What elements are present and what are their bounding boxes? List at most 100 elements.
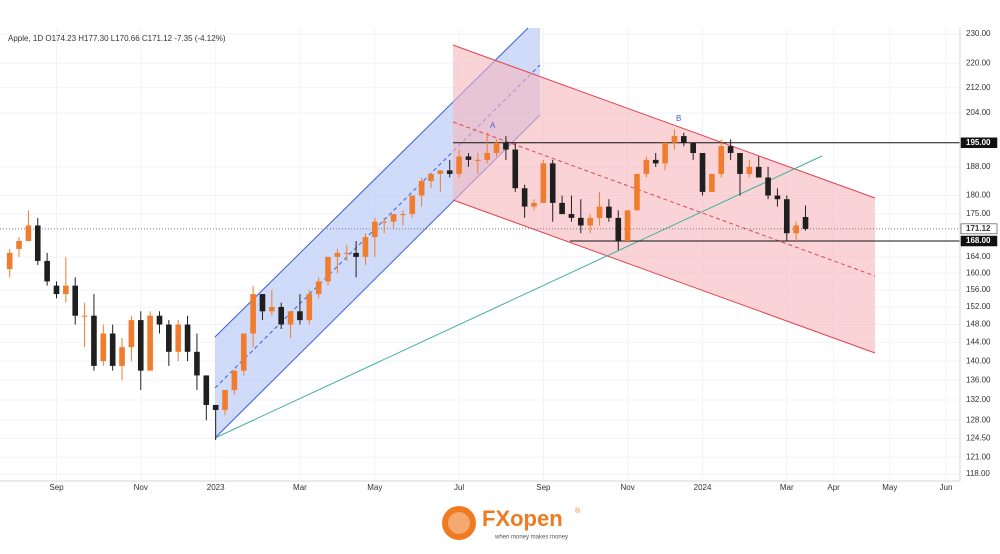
candle-body xyxy=(278,306,285,325)
candle-body xyxy=(709,173,715,192)
candle-body xyxy=(587,217,593,226)
y-tick-label: 132.00 xyxy=(966,395,991,404)
trend-line xyxy=(214,155,823,439)
candle-body xyxy=(362,237,369,257)
y-tick-label: 212.00 xyxy=(966,83,991,92)
candle-body xyxy=(475,159,481,161)
y-tick-label: 136.00 xyxy=(966,375,991,384)
candle-body xyxy=(652,159,659,164)
candle-body xyxy=(643,159,650,174)
axis-labels: 230.00 220.00 212.00 204.00 188.00 180.00 175.… xyxy=(49,29,998,492)
candle-body xyxy=(578,217,584,226)
candles xyxy=(6,129,809,441)
candle-body xyxy=(783,199,790,234)
x-tick-label: Sep xyxy=(536,483,551,492)
candle-body xyxy=(437,170,444,174)
candle-body xyxy=(493,142,500,154)
price-label-box xyxy=(960,223,998,235)
candle-body xyxy=(315,281,322,295)
candle-body xyxy=(774,195,781,200)
candle-body xyxy=(428,173,434,182)
candle-body xyxy=(680,136,687,143)
candle-body xyxy=(615,217,622,242)
x-tick-label: Nov xyxy=(621,483,635,492)
candle-body xyxy=(503,142,509,150)
candle-body xyxy=(259,294,266,312)
candle-body xyxy=(269,306,275,312)
y-tick-label: 121.00 xyxy=(966,452,991,461)
candle-body xyxy=(147,315,153,371)
y-tick-label: 204.00 xyxy=(966,108,991,117)
y-tick-label: 180.00 xyxy=(966,191,991,200)
candle-body xyxy=(559,202,565,215)
candle-body xyxy=(372,221,378,238)
chart-title: Apple, 1D O174.23 H177.30 L170.66 C171.1… xyxy=(8,34,226,43)
candle-body xyxy=(484,153,490,160)
candle-body xyxy=(194,351,200,376)
candle-body xyxy=(34,225,41,261)
price-lines xyxy=(0,142,960,242)
x-tick-label: Nov xyxy=(134,483,148,492)
x-tick-label: 2023 xyxy=(207,483,225,492)
candle-body xyxy=(250,294,256,334)
price-label-box xyxy=(960,137,998,149)
candle-body xyxy=(512,149,519,189)
candle-body xyxy=(409,195,416,215)
candle-body xyxy=(699,153,706,192)
candle-body xyxy=(91,315,97,366)
y-tick-label: 148.00 xyxy=(966,320,991,329)
x-tick-label: May xyxy=(367,483,382,492)
y-tick-label: 160.00 xyxy=(966,268,991,277)
candle-body xyxy=(63,285,69,295)
candle-body xyxy=(287,311,294,325)
candle-body xyxy=(175,324,182,352)
channel-line xyxy=(452,44,876,199)
x-tick-label: Apr xyxy=(827,483,840,492)
x-tick-label: Jul xyxy=(454,483,464,492)
y-tick-label: 118.00 xyxy=(966,469,990,478)
candle-body xyxy=(184,324,191,352)
candle-body xyxy=(596,206,603,218)
channel-line xyxy=(452,199,876,354)
candle-body xyxy=(381,221,387,223)
candle-body xyxy=(755,166,762,178)
logo-icon xyxy=(442,506,476,540)
candle-body xyxy=(16,241,22,249)
candle-body xyxy=(540,163,547,203)
y-tick-label: 140.00 xyxy=(966,356,991,365)
x-tick-label: 2024 xyxy=(694,483,712,492)
x-tick-label: Mar xyxy=(780,483,794,492)
candle-body xyxy=(81,315,88,317)
logo-brand: FXopen xyxy=(482,506,563,531)
candle-body xyxy=(343,252,350,254)
candle-body xyxy=(727,146,734,154)
y-tick-label: 124.50 xyxy=(966,434,991,443)
candle-body xyxy=(737,153,743,174)
candle-body xyxy=(353,252,359,257)
candle-body xyxy=(203,375,210,405)
channel-midline xyxy=(452,121,876,277)
candle-body xyxy=(306,294,313,321)
candle-body xyxy=(100,333,107,362)
candle-body xyxy=(671,136,678,143)
candle-body xyxy=(690,142,696,154)
candle-body xyxy=(456,156,462,174)
price-label: 171.12 xyxy=(966,224,991,233)
candle-body xyxy=(222,390,228,411)
candle-body xyxy=(119,347,125,366)
y-tick-label: 156.00 xyxy=(966,285,991,294)
y-tick-label: 164.00 xyxy=(966,252,991,261)
candle-body xyxy=(793,225,799,234)
candle-body xyxy=(390,214,397,222)
candle-body xyxy=(802,217,809,229)
candle-body xyxy=(25,225,32,242)
candle-body xyxy=(400,214,406,216)
x-tick-label: Mar xyxy=(293,483,307,492)
x-tick-label: May xyxy=(882,483,897,492)
candle-body xyxy=(240,333,247,371)
logo-mark: ® xyxy=(575,507,581,515)
candle-body xyxy=(44,260,50,282)
candle-body xyxy=(718,146,725,174)
price-label: 168.00 xyxy=(966,236,991,245)
